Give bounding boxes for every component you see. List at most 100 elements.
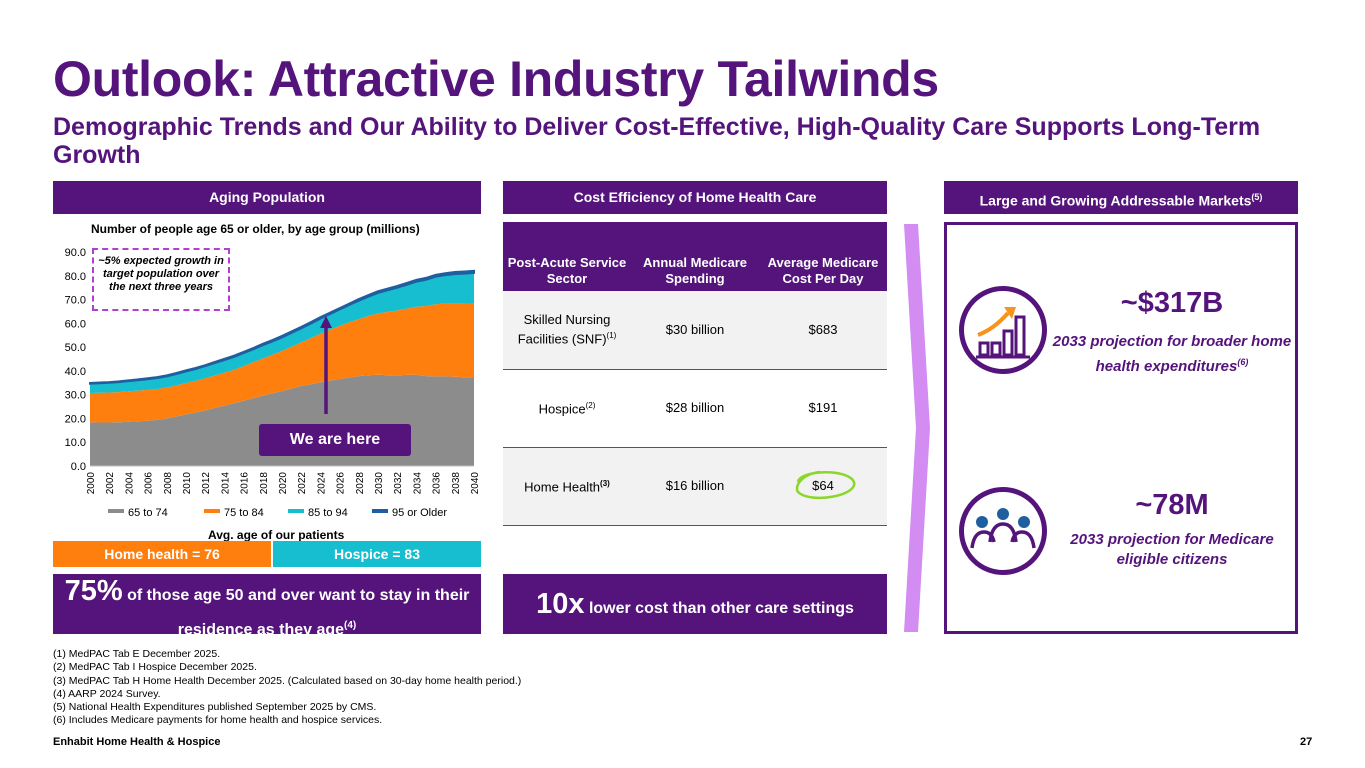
cost-cell: $683 — [759, 291, 887, 370]
x-tick-label: 2034 — [412, 472, 423, 495]
footnote: (2) MedPAC Tab I Hospice December 2025. — [53, 661, 257, 674]
table-row: Skilled Nursing Facilities (SNF)(1) $30 … — [503, 291, 887, 370]
x-tick-label: 2026 — [336, 472, 347, 495]
x-tick-label: 2014 — [220, 472, 231, 495]
cost-table: Post-Acute Service Sector Annual Medicar… — [503, 222, 887, 526]
y-tick-label: 0.0 — [71, 461, 86, 473]
stay-home-percent: 75% — [64, 575, 123, 607]
lower-cost-text: lower cost than other care settings — [588, 600, 854, 617]
sector-name: Hospice — [538, 401, 586, 417]
markets-header-sup: (5) — [1251, 192, 1263, 202]
legend-label: 75 to 84 — [224, 507, 264, 519]
x-tick-label: 2002 — [105, 472, 116, 495]
sector-cell: Home Health(3) — [503, 447, 631, 526]
series-area-95-or-older — [89, 269, 475, 385]
series-area-85-to-94 — [90, 272, 474, 393]
y-tick-label: 80.0 — [65, 271, 86, 283]
footnote: (1) MedPAC Tab E December 2025. — [53, 648, 221, 660]
spending-cell: $28 billion — [631, 369, 759, 448]
sector-sup: (3) — [600, 479, 610, 489]
y-tick-label: 20.0 — [65, 413, 86, 425]
sector-sup: (1) — [606, 331, 617, 341]
col-header-spending: Annual Medicare Spending — [631, 222, 759, 291]
markets-box: ~$317B 2033 projection for broader home … — [944, 222, 1298, 634]
page-subtitle: Demographic Trends and Our Ability to De… — [53, 113, 1261, 169]
home-health-age-pill: Home health = 76 — [53, 541, 271, 567]
table-row: Hospice(2) $28 billion $191 — [503, 369, 887, 448]
cost-cell: $64 — [759, 447, 887, 526]
market-size-desc-text: 2033 projection for broader home health … — [1052, 333, 1292, 375]
market-size-sup: (6) — [1237, 357, 1249, 367]
x-tick-label: 2032 — [393, 472, 404, 495]
arrow-head-icon — [320, 316, 332, 328]
markets-header: Large and Growing Addressable Markets(5) — [944, 181, 1298, 214]
legend-swatch — [204, 509, 220, 513]
growth-callout: ~5% expected growth in target population… — [92, 248, 230, 311]
avg-age-label: Avg. age of our patients — [208, 528, 345, 542]
sector-name: Home Health — [524, 479, 601, 495]
x-tick-label: 2008 — [163, 472, 174, 495]
x-tick-label: 2004 — [124, 472, 135, 495]
x-tick-label: 2022 — [297, 472, 308, 495]
footnote: (5) National Health Expenditures publish… — [53, 701, 377, 714]
x-tick-label: 2018 — [259, 472, 270, 495]
x-tick-label: 2030 — [374, 472, 385, 495]
home-health-cost: $64 — [812, 478, 834, 493]
sector-cell: Hospice(2) — [503, 369, 631, 448]
x-tick-label: 2028 — [355, 472, 366, 495]
col-header-sector: Post-Acute Service Sector — [503, 222, 631, 291]
stay-home-text: of those age 50 and over want to stay in… — [127, 587, 470, 639]
people-group-icon — [959, 487, 1047, 575]
medicare-eligible-value: ~78M — [1135, 489, 1209, 521]
x-tick-label: 2006 — [144, 472, 155, 495]
cost-header: Cost Efficiency of Home Health Care — [503, 181, 887, 214]
y-tick-label: 70.0 — [65, 295, 86, 307]
markets-header-text: Large and Growing Addressable Markets — [979, 192, 1252, 209]
x-tick-label: 2036 — [432, 472, 443, 495]
x-tick-label: 2040 — [470, 472, 481, 495]
x-tick-label: 2010 — [182, 472, 193, 495]
legend-label: 85 to 94 — [308, 507, 348, 519]
footnote: (6) Includes Medicare payments for home … — [53, 714, 383, 727]
x-tick-label: 2016 — [240, 472, 251, 495]
spending-cell: $16 billion — [631, 447, 759, 526]
spending-cell: $30 billion — [631, 291, 759, 370]
lower-cost-multiplier: 10x — [536, 588, 585, 620]
legend-swatch — [372, 509, 388, 513]
sector-name: Skilled Nursing Facilities (SNF) — [517, 312, 611, 347]
highlighted-cost: $64 — [795, 470, 856, 500]
legend-swatch — [288, 509, 304, 513]
x-tick-label: 2012 — [201, 472, 212, 495]
y-tick-label: 40.0 — [65, 366, 86, 378]
x-tick-label: 2024 — [316, 472, 327, 495]
x-tick-label: 2000 — [86, 472, 97, 495]
y-tick-label: 30.0 — [65, 390, 86, 402]
stay-home-stat-box: 75% of those age 50 and over want to sta… — [53, 574, 481, 638]
page-number: 27 — [1300, 736, 1313, 748]
table-row: Home Health(3) $16 billion $64 — [503, 447, 887, 526]
lower-cost-stat-box: 10x lower cost than other care settings — [503, 574, 887, 634]
market-size-value: ~$317B — [1120, 287, 1224, 319]
x-tick-label: 2038 — [451, 472, 462, 495]
footnotes: (1) MedPAC Tab E December 2025. (2) MedP… — [53, 648, 521, 728]
footnote: (4) AARP 2024 Survey. — [53, 687, 161, 700]
footnote: (3) MedPAC Tab H Home Health December 20… — [53, 674, 522, 687]
market-size-desc: 2033 projection for broader home health … — [1052, 332, 1292, 377]
x-tick-label: 2020 — [278, 472, 289, 495]
page-title: Outlook: Attractive Industry Tailwinds — [53, 51, 939, 107]
sector-sup: (2) — [585, 401, 596, 411]
medicare-eligible-desc: 2033 projection for Medicare eligible ci… — [1070, 531, 1274, 568]
highlight-circle-icon — [795, 470, 856, 500]
y-tick-label: 10.0 — [65, 437, 86, 449]
y-tick-label: 90.0 — [65, 247, 86, 259]
series-area-75-to-84 — [90, 303, 474, 423]
y-tick-label: 60.0 — [65, 318, 86, 330]
y-tick-label: 50.0 — [65, 342, 86, 354]
cost-cell: $191 — [759, 369, 887, 448]
growth-chart-icon — [959, 286, 1047, 374]
footer-company: Enhabit Home Health & Hospice — [53, 736, 221, 748]
legend-swatch — [108, 509, 124, 513]
legend-label: 65 to 74 — [128, 507, 168, 519]
stay-home-sup: (4) — [344, 620, 357, 631]
chart-title: Number of people age 65 or older, by age… — [91, 222, 420, 236]
